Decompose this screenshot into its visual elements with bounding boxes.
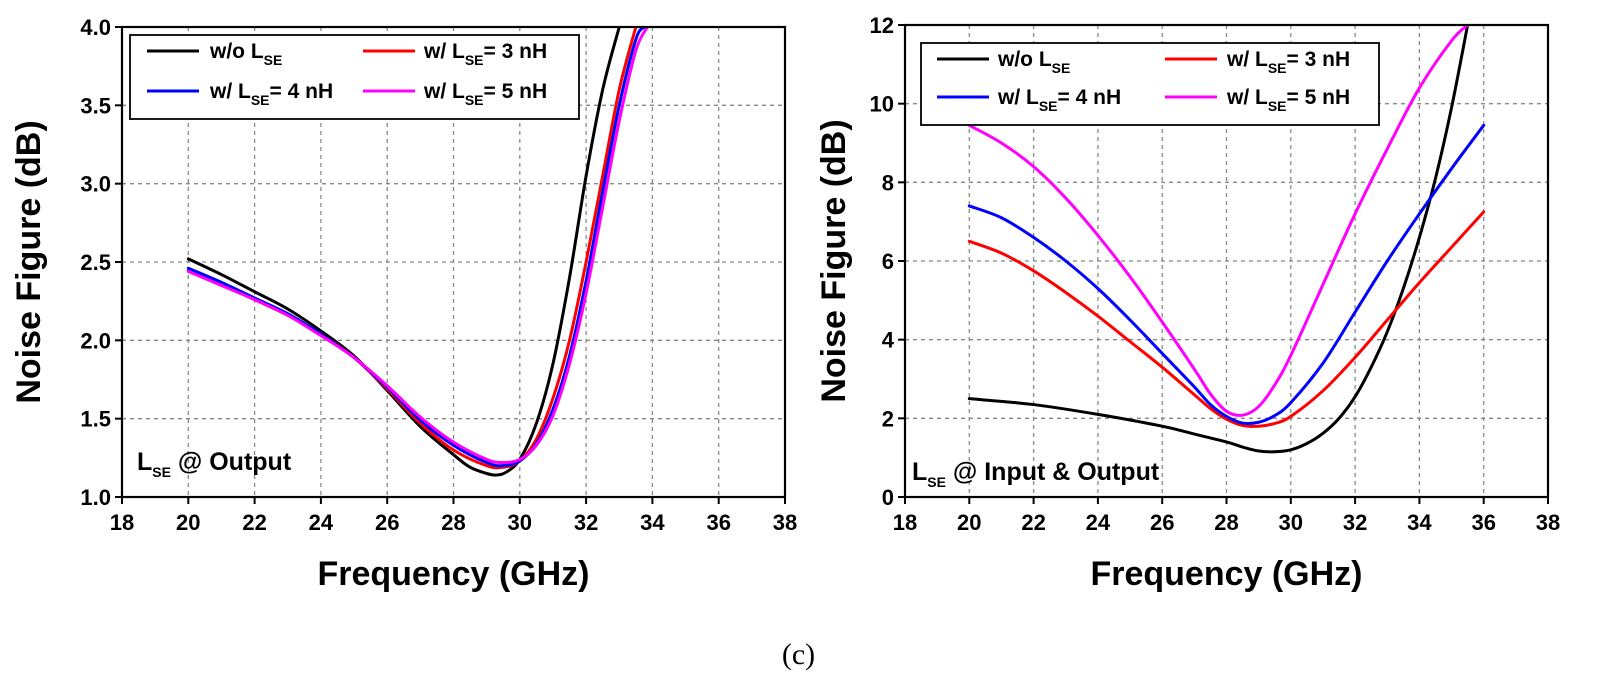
series-group xyxy=(186,27,649,477)
legend-label-2: w/ LSE= 4 nH xyxy=(209,80,333,108)
legend-label-0: w/o LSE xyxy=(209,40,282,68)
x-tick-label: 36 xyxy=(1471,510,1495,535)
x-tick-label: 30 xyxy=(508,510,532,535)
x-tick-label: 36 xyxy=(706,510,730,535)
y-tick-label: 4 xyxy=(882,328,895,353)
x-tick-label: 30 xyxy=(1279,510,1303,535)
series-line-3 xyxy=(967,25,1470,417)
series-line-2 xyxy=(967,123,1486,426)
legend-label-2: w/ LSE= 4 nH xyxy=(997,86,1121,114)
x-tick-label: 18 xyxy=(893,510,917,535)
legend-label-0: w/o LSE xyxy=(997,48,1070,76)
annotation-label: LSE @ Input & Output xyxy=(912,458,1160,490)
series-group xyxy=(967,25,1486,454)
y-tick-label: 1.5 xyxy=(80,407,111,432)
y-tick-label: 2.5 xyxy=(80,250,111,275)
y-tick-label: 1.0 xyxy=(80,485,111,510)
y-tick-label: 10 xyxy=(870,92,894,117)
y-tick-label: 4.0 xyxy=(80,15,111,40)
legend-label-3: w/ LSE= 5 nH xyxy=(1226,86,1350,114)
y-tick-label: 2 xyxy=(882,406,894,431)
y-tick-label: 3.5 xyxy=(80,93,111,118)
legend-label-3: w/ LSE= 5 nH xyxy=(423,80,547,108)
x-tick-label: 38 xyxy=(773,510,797,535)
x-tick-label: 28 xyxy=(441,510,465,535)
annotation-label: LSE @ Output xyxy=(137,448,292,480)
x-tick-label: 20 xyxy=(176,510,200,535)
y-tick-label: 12 xyxy=(870,13,894,38)
legend-box xyxy=(920,42,1380,126)
legend: w/o LSE w/ LSE= 3 nH w/ LSE= 4 nH w/ LSE= 5… xyxy=(129,34,580,120)
x-tick-label: 32 xyxy=(574,510,598,535)
series-line-0 xyxy=(967,25,1470,454)
x-tick-label: 32 xyxy=(1343,510,1367,535)
x-tick-label: 38 xyxy=(1536,510,1560,535)
x-tick-label: 20 xyxy=(957,510,981,535)
legend-label-1: w/ LSE= 3 nH xyxy=(423,40,547,68)
chart-lse-input-output: 18 20 22 24 26 28 30 32 34 36 38024681012Frequency… xyxy=(815,13,1560,593)
x-tick-label: 24 xyxy=(309,510,334,535)
y-axis-title: Noise Figure (dB) xyxy=(815,119,853,402)
y-tick-label: 0 xyxy=(882,485,894,510)
legend: w/o LSE w/ LSE= 3 nH w/ LSE= 4 nH w/ LSE= 5… xyxy=(920,42,1380,126)
y-tick-label: 2.0 xyxy=(80,328,111,353)
series-line-1 xyxy=(967,210,1486,428)
series-line-3 xyxy=(186,27,649,465)
chart-lse-output: 18 20 22 24 26 28 30 32 34 36 38 1.0 1.5 2.0 2.5 3.0 3.5… xyxy=(10,15,797,593)
legend-box xyxy=(129,34,580,120)
x-tick-label: 24 xyxy=(1086,510,1111,535)
y-tick-label: 8 xyxy=(882,170,894,195)
legend-label-1: w/ LSE= 3 nH xyxy=(1226,48,1350,76)
x-tick-label: 22 xyxy=(1021,510,1045,535)
y-tick-label: 6 xyxy=(882,249,894,274)
x-tick-label: 34 xyxy=(1407,510,1432,535)
x-tick-label: 34 xyxy=(640,510,665,535)
x-tick-label: 28 xyxy=(1214,510,1238,535)
series-line-0 xyxy=(186,27,621,477)
x-tick-label: 22 xyxy=(242,510,266,535)
x-axis-title: Frequency (GHz) xyxy=(317,555,589,593)
y-axis-title: Noise Figure (dB) xyxy=(10,120,48,403)
y-tick-label: 3.0 xyxy=(80,172,111,197)
x-tick-label: 26 xyxy=(1150,510,1174,535)
x-tick-label: 18 xyxy=(110,510,134,535)
figure-caption: (c) xyxy=(781,638,816,671)
x-tick-label: 26 xyxy=(375,510,399,535)
x-axis-title: Frequency (GHz) xyxy=(1090,555,1362,593)
